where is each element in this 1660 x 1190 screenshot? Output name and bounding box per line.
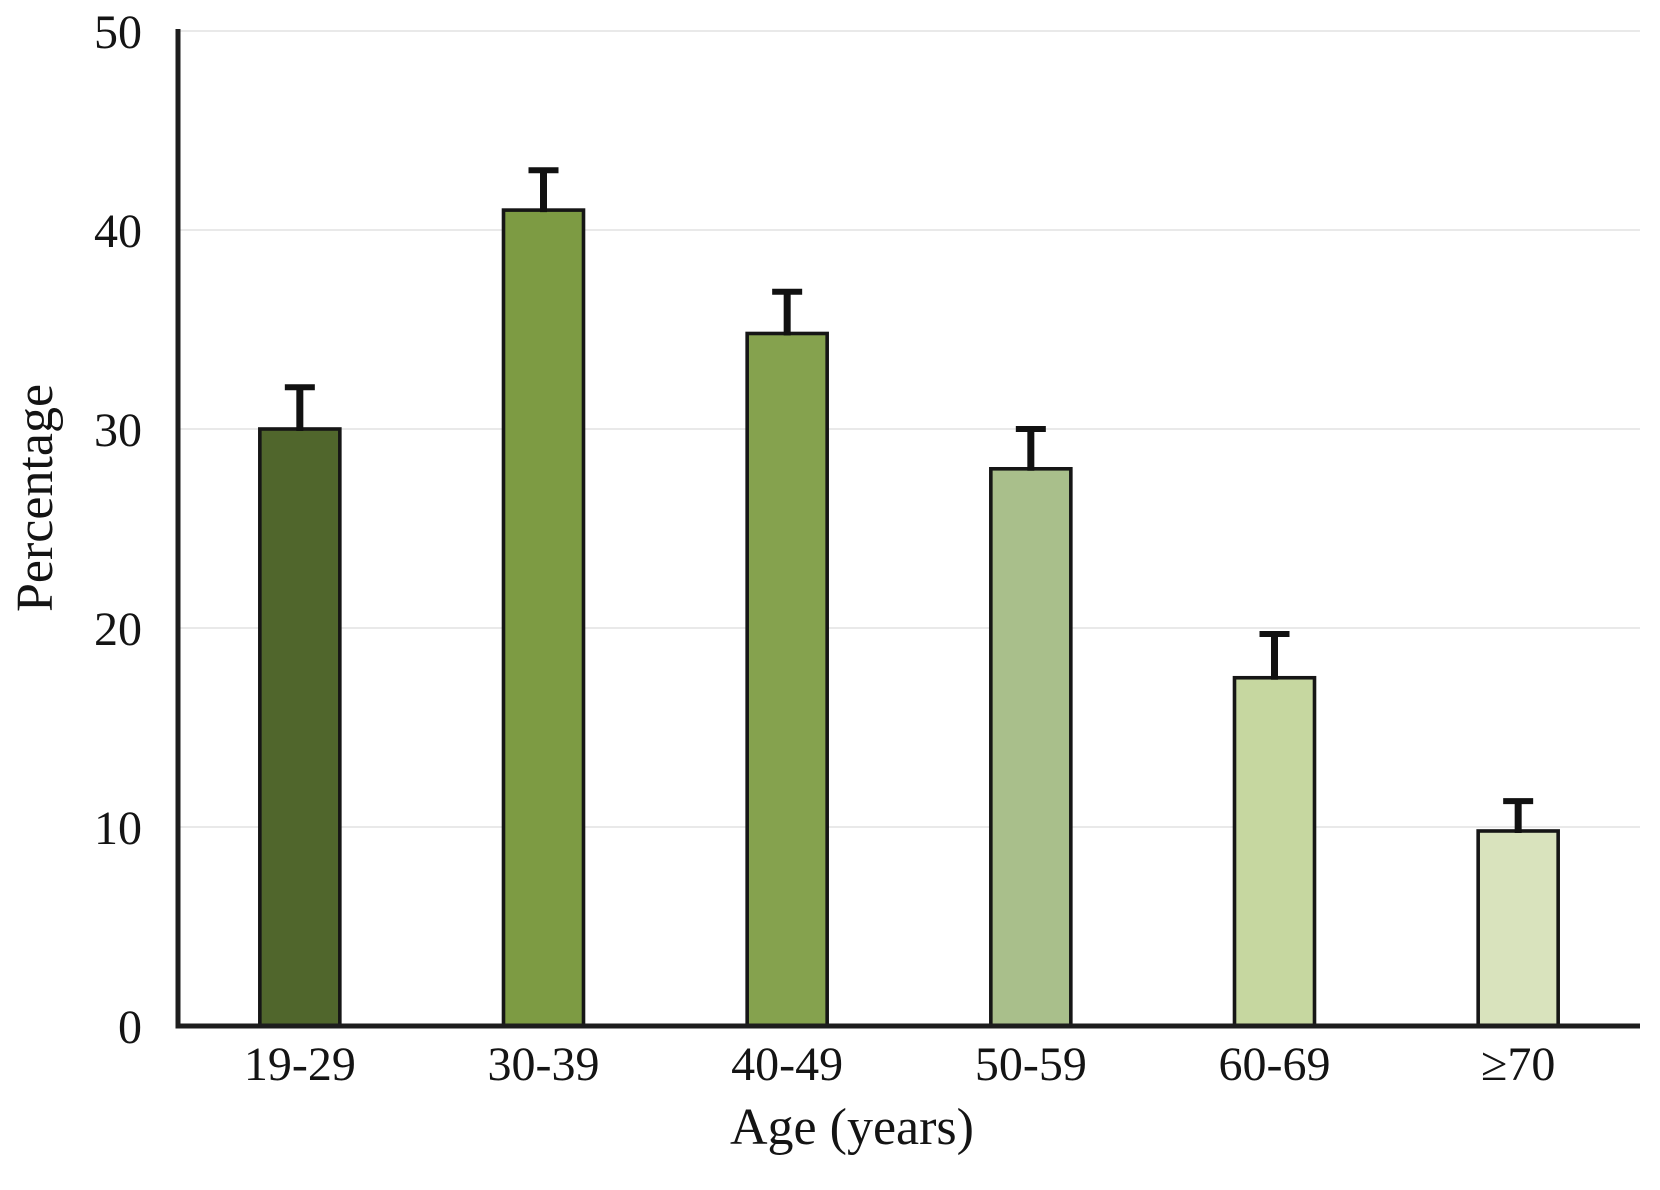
y-tick-label: 50 — [94, 6, 142, 59]
x-category-label: ≥70 — [1481, 1038, 1555, 1091]
bar — [1476, 829, 1560, 1028]
bar — [1232, 675, 1317, 1028]
x-category-label: 40-49 — [731, 1038, 843, 1091]
x-category-label: 19-29 — [244, 1038, 356, 1091]
y-tick-label: 0 — [118, 1001, 142, 1054]
y-tick-label: 40 — [94, 205, 142, 258]
x-category-label: 60-69 — [1219, 1038, 1331, 1091]
x-category-label: 30-39 — [488, 1038, 600, 1091]
x-category-label: 50-59 — [975, 1038, 1087, 1091]
y-tick-label: 30 — [94, 404, 142, 457]
y-tick-label: 10 — [94, 802, 142, 855]
x-axis-title: Age (years) — [730, 1099, 974, 1156]
bar — [501, 208, 586, 1028]
y-tick-label: 20 — [94, 603, 142, 656]
bar — [989, 466, 1073, 1028]
bar — [258, 427, 342, 1028]
y-axis-title: Percentage — [7, 383, 64, 613]
bar — [745, 331, 829, 1028]
